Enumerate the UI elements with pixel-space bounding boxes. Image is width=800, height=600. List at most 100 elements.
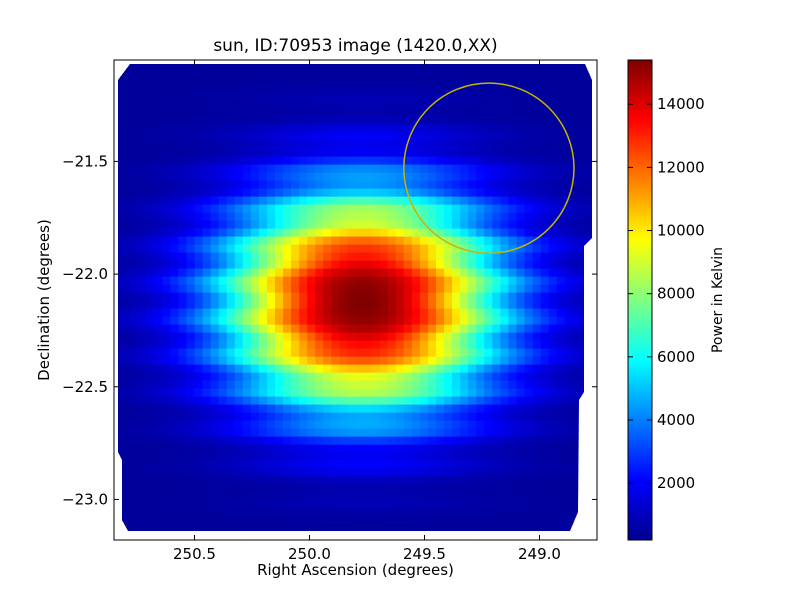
- heatmap-cell: [122, 68, 131, 77]
- circle-overlay-layer: [403, 82, 575, 255]
- heatmap-cell: [444, 396, 453, 405]
- heatmap-cell: [323, 348, 332, 357]
- heatmap-cell: [275, 292, 284, 301]
- heatmap-cell: [186, 404, 196, 413]
- heatmap-cell: [307, 396, 316, 405]
- heatmap-cell: [492, 364, 501, 373]
- heatmap-cell: [363, 316, 373, 325]
- heatmap-cell: [266, 524, 276, 531]
- heatmap-cell: [452, 84, 461, 93]
- heatmap-cell: [258, 364, 268, 373]
- heatmap-cell: [411, 252, 421, 261]
- heatmap-cell: [118, 252, 123, 261]
- heatmap-cell: [331, 372, 340, 381]
- heatmap-cell: [580, 180, 590, 189]
- heatmap-cell: [452, 252, 461, 261]
- heatmap-cell: [299, 188, 308, 197]
- heatmap-cell: [468, 324, 477, 333]
- heatmap-cell: [178, 460, 188, 469]
- heatmap-cell: [580, 396, 590, 405]
- heatmap-cell: [564, 332, 574, 341]
- heatmap-cell: [532, 356, 542, 365]
- heatmap-cell: [178, 132, 188, 141]
- colorbar-tick-label: 14000: [657, 95, 705, 113]
- heatmap-cell: [492, 132, 501, 141]
- heatmap-cell: [186, 100, 196, 109]
- heatmap-cell: [202, 172, 212, 181]
- heatmap-cell: [572, 348, 582, 357]
- heatmap-cell: [580, 148, 590, 157]
- heatmap-cell: [379, 156, 389, 165]
- heatmap-cell: [468, 148, 477, 157]
- heatmap-cell: [492, 476, 501, 485]
- heatmap-cell: [572, 140, 582, 149]
- heatmap-cell: [411, 436, 421, 445]
- heatmap-cell: [250, 148, 260, 157]
- heatmap-cell: [355, 428, 365, 437]
- heatmap-cell: [234, 372, 244, 381]
- heatmap-cell: [283, 196, 292, 205]
- heatmap-cell: [250, 196, 260, 205]
- heatmap-cell: [556, 380, 566, 389]
- heatmap-cell: [242, 172, 252, 181]
- heatmap-cell: [371, 268, 381, 277]
- heatmap-cell: [194, 164, 204, 173]
- heatmap-cell: [387, 500, 397, 509]
- heatmap-cell: [452, 68, 461, 77]
- heatmap-cell: [275, 524, 284, 531]
- heatmap-cell: [122, 180, 131, 189]
- heatmap-cell: [436, 180, 445, 189]
- heatmap-cell: [323, 116, 332, 125]
- heatmap-cell: [452, 324, 461, 333]
- heatmap-cell: [548, 460, 558, 469]
- heatmap-cell: [419, 380, 429, 389]
- heatmap-cell: [516, 348, 526, 357]
- heatmap-cell: [194, 228, 204, 237]
- heatmap-cell: [371, 92, 381, 101]
- heatmap-cell: [162, 316, 171, 325]
- heatmap-cell: [210, 236, 220, 245]
- heatmap-cell: [589, 532, 598, 541]
- heatmap-cell: [548, 300, 558, 309]
- heatmap-cell: [516, 332, 526, 341]
- heatmap-cell: [202, 100, 212, 109]
- heatmap-cell: [118, 468, 123, 477]
- heatmap-cell: [299, 380, 308, 389]
- heatmap-cell: [138, 228, 147, 237]
- heatmap-cell: [355, 508, 365, 517]
- heatmap-cell: [242, 404, 252, 413]
- heatmap-cell: [122, 492, 131, 501]
- heatmap-cell: [122, 476, 131, 485]
- heatmap-cell: [130, 468, 139, 477]
- heatmap-cell: [436, 268, 445, 277]
- heatmap-cell: [436, 172, 445, 181]
- heatmap-cell: [411, 64, 421, 69]
- heatmap-cell: [371, 332, 381, 341]
- heatmap-cell: [411, 76, 421, 85]
- heatmap-cell: [419, 268, 429, 277]
- heatmap-cell: [250, 116, 260, 125]
- heatmap-cell: [525, 532, 534, 541]
- heatmap-cell: [540, 140, 550, 149]
- heatmap-cell: [283, 76, 292, 85]
- heatmap-cell: [460, 308, 469, 317]
- heatmap-cell: [331, 428, 340, 437]
- heatmap-cell: [484, 92, 493, 101]
- heatmap-cell: [468, 84, 477, 93]
- heatmap-cell: [468, 308, 477, 317]
- heatmap-cell: [395, 68, 405, 77]
- heatmap-cell: [170, 332, 179, 341]
- heatmap-cell: [500, 332, 510, 341]
- heatmap-cell: [138, 100, 147, 109]
- heatmap-cell: [307, 244, 316, 253]
- heatmap-cell: [122, 108, 131, 117]
- heatmap-cell: [492, 388, 501, 397]
- heatmap-cell: [524, 476, 534, 485]
- heatmap-cell: [138, 412, 147, 421]
- heatmap-cell: [211, 532, 220, 541]
- heatmap-cell: [307, 300, 316, 309]
- heatmap-cell: [355, 492, 365, 501]
- heatmap-cell: [154, 64, 163, 69]
- heatmap-cell: [146, 372, 155, 381]
- heatmap-cell: [170, 420, 179, 429]
